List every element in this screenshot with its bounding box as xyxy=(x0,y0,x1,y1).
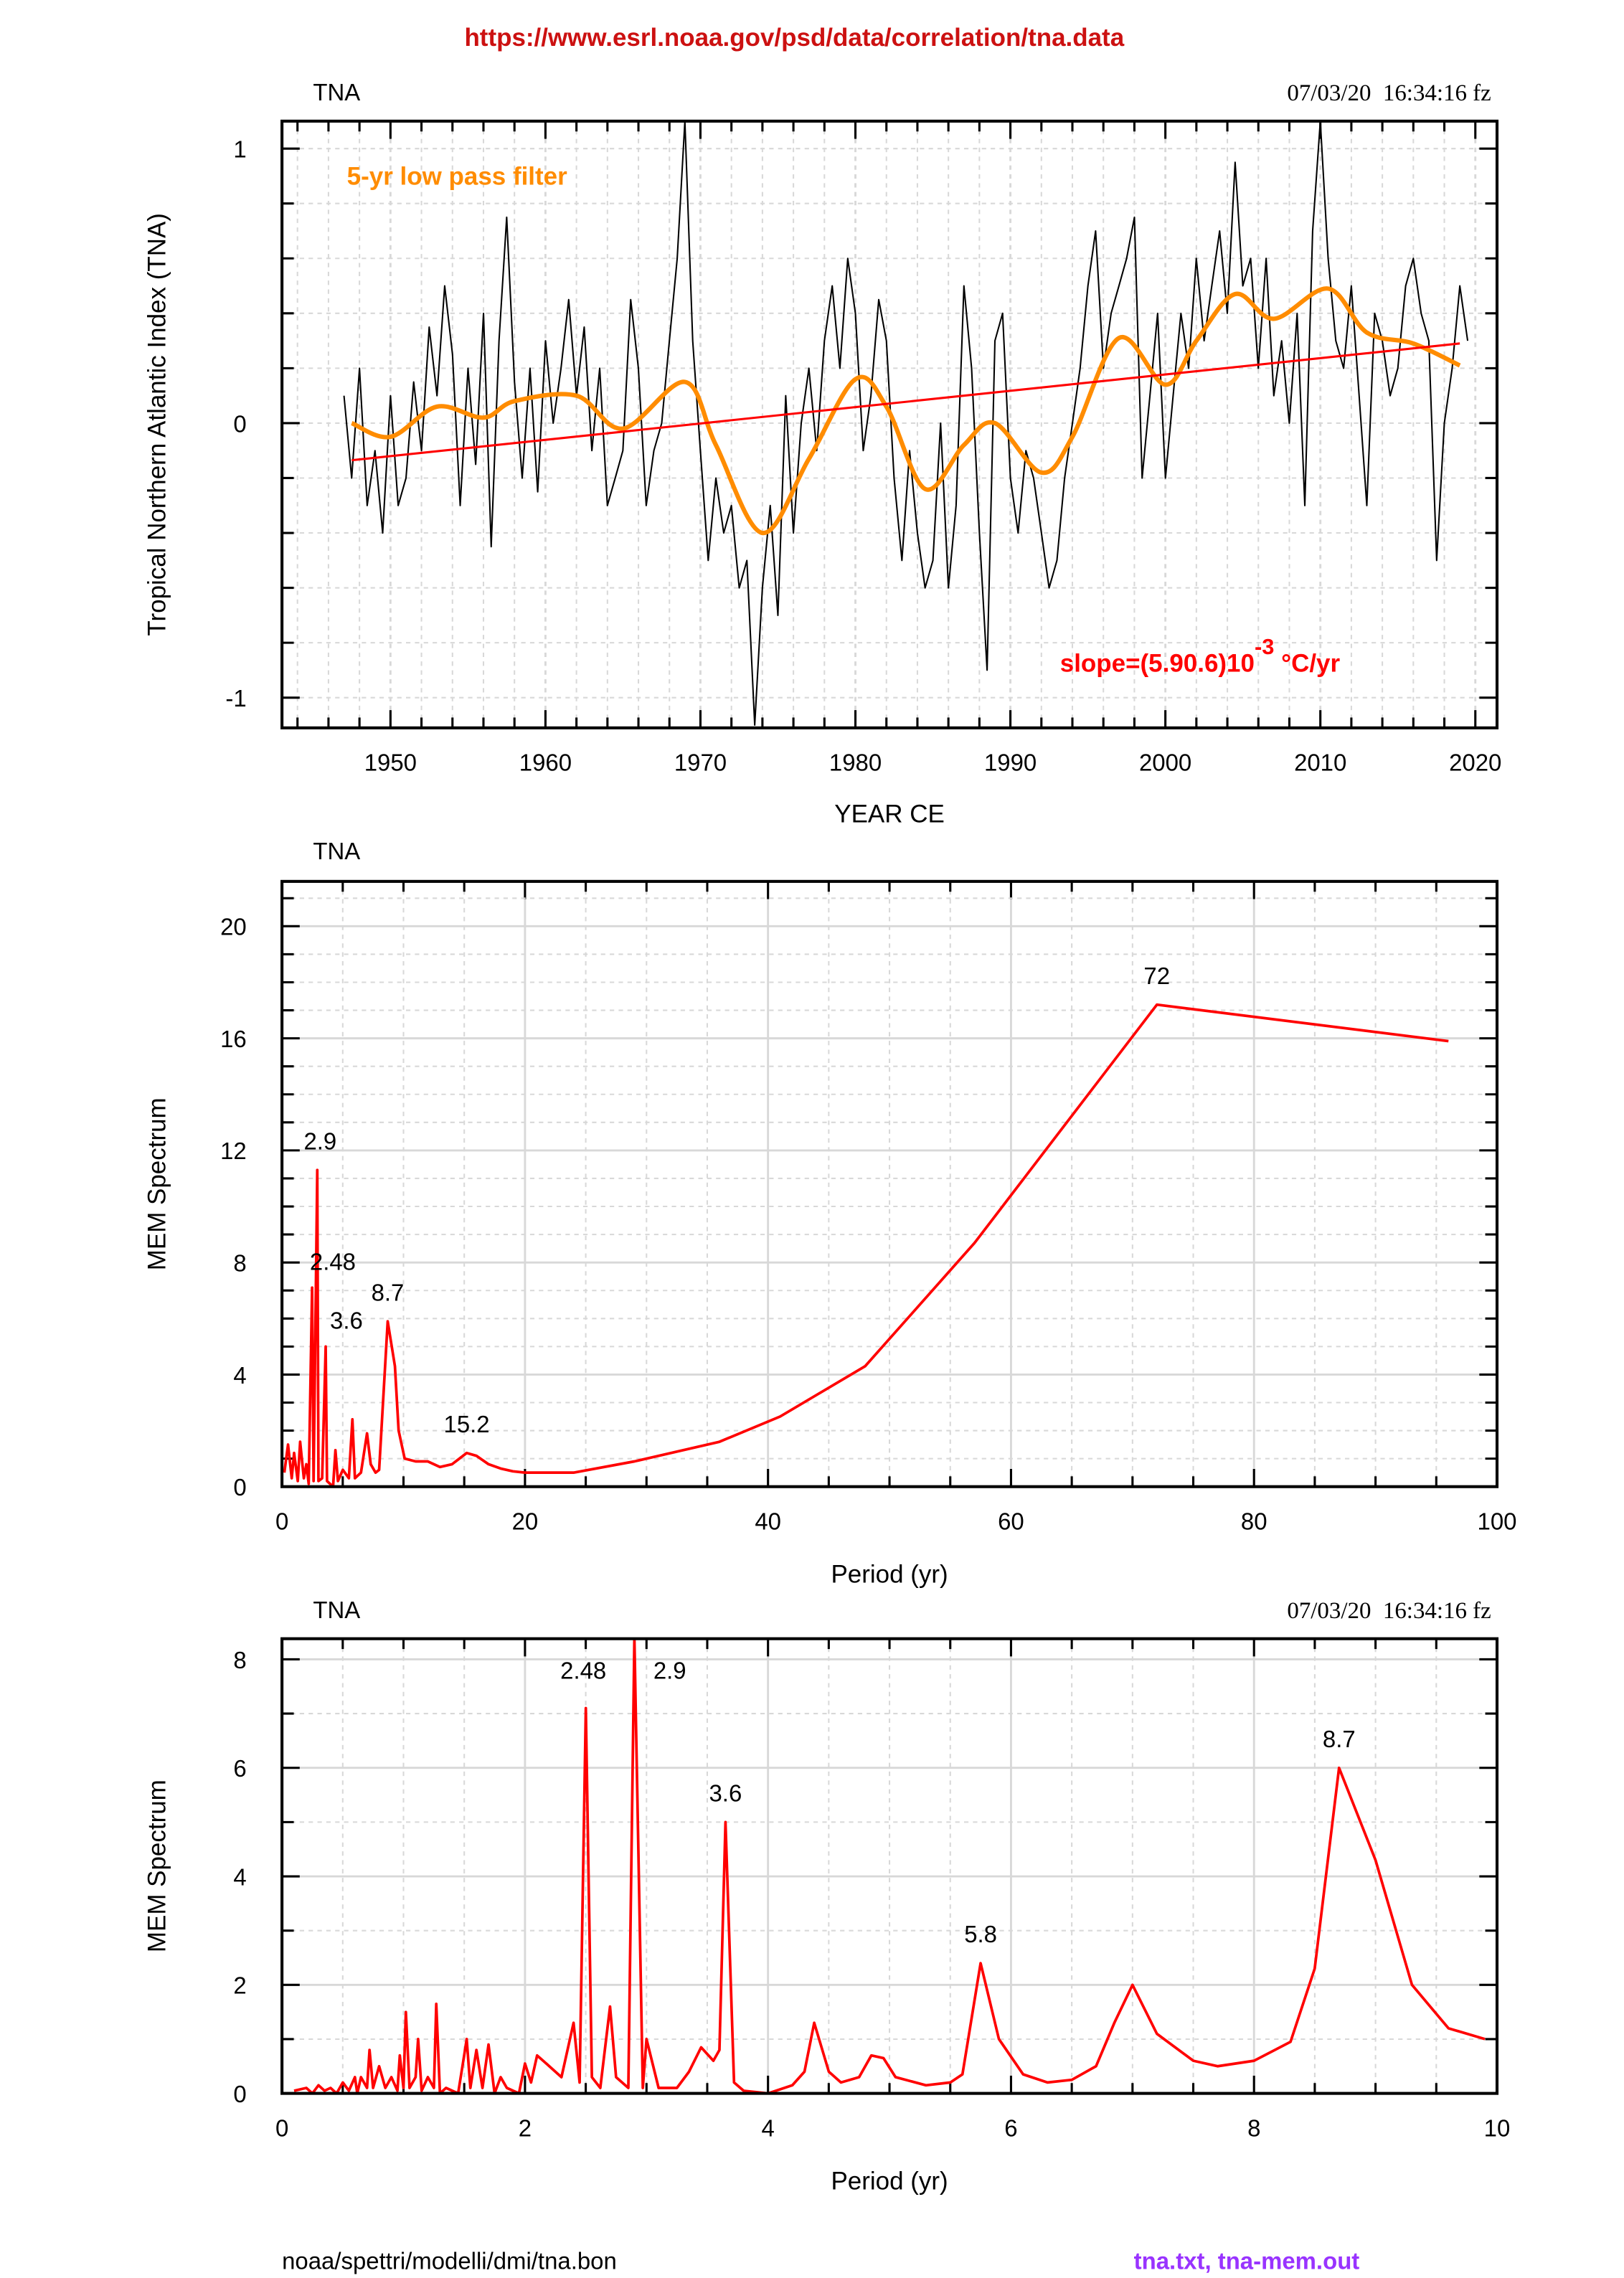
footer-files: tna.txt, tna-mem.out xyxy=(1134,2248,1360,2274)
peak-label: 72 xyxy=(1143,963,1170,989)
y-axis-label: MEM Spectrum xyxy=(143,1097,171,1270)
peak-label: 2.9 xyxy=(653,1657,686,1683)
peak-label: 2.9 xyxy=(303,1128,336,1154)
raw-series-line xyxy=(343,120,1469,726)
data-layer xyxy=(283,1003,1449,1487)
x-tick-label: 80 xyxy=(1241,1508,1267,1534)
y-tick-label: 12 xyxy=(220,1138,247,1164)
y-tick-label: 16 xyxy=(220,1026,247,1052)
y-tick-label: 8 xyxy=(233,1250,246,1277)
x-tick-label: 4 xyxy=(762,2114,775,2141)
lowpass-label: 5-yr low pass filter xyxy=(347,162,567,190)
footer-path: noaa/spettri/modelli/dmi/tna.bon xyxy=(282,2248,617,2274)
x-tick-label: 2 xyxy=(519,2114,532,2141)
plot-frame xyxy=(280,879,1499,1488)
y-tick-label: 0 xyxy=(233,410,246,437)
x-tick-label: 20 xyxy=(512,1508,539,1534)
mem-spectrum-plot-zoom: 0 2 4 6 8 10 0 2 4 6 8 TNA Period (yr) MEM Spectrum 2.… xyxy=(143,1597,1511,2196)
plot-title: TNA xyxy=(313,79,360,105)
timestamp-top: 07/03/20 16:34:16 fz xyxy=(1287,80,1491,106)
x-axis-label: Period (yr) xyxy=(831,2167,948,2195)
x-tick-label: 0 xyxy=(275,2114,288,2141)
y-tick-label: 6 xyxy=(233,1755,246,1782)
peak-label: 3.6 xyxy=(709,1780,742,1807)
y-tick-label: 1 xyxy=(233,136,246,163)
peak-label: 8.7 xyxy=(1323,1726,1356,1752)
y-tick-label: 20 xyxy=(220,914,247,940)
slope-unit: °C/yr xyxy=(1274,650,1340,678)
plot-frame xyxy=(280,1637,1499,2095)
data-layer xyxy=(343,120,1469,726)
x-tick-label: 1950 xyxy=(364,749,417,775)
y-tick-label: 0 xyxy=(233,2081,246,2107)
y-tick-label: 2 xyxy=(233,1972,246,1999)
x-tick-label: 40 xyxy=(755,1508,781,1534)
spectrum-line xyxy=(283,1003,1449,1487)
peak-label: 5.8 xyxy=(964,1921,997,1947)
data-layer xyxy=(293,1638,1486,2094)
y-axis-label: MEM Spectrum xyxy=(143,1780,171,1952)
y-tick-label: -1 xyxy=(225,685,246,712)
slope-exponent: -3 xyxy=(1255,634,1274,659)
plot-title: TNA xyxy=(313,1597,360,1623)
slope-label: slope=(5.90.6)10-3 °C/yr xyxy=(1060,634,1341,678)
y-tick-label: 8 xyxy=(233,1647,246,1673)
trend-line xyxy=(351,342,1460,462)
spectrum-line xyxy=(293,1638,1486,2094)
peak-label: 3.6 xyxy=(330,1308,363,1334)
x-axis-label: Period (yr) xyxy=(831,1560,948,1588)
lowpass-line xyxy=(351,286,1461,536)
source-url: https://www.esrl.noaa.gov/psd/data/corre… xyxy=(464,24,1124,52)
tna-timeseries-plot: 1950 1960 1970 1980 1990 2000 2010 2020 -1 0 1 TNA Y… xyxy=(143,79,1502,828)
peak-label: 8.7 xyxy=(372,1279,405,1305)
peak-label: 2.48 xyxy=(310,1249,356,1275)
y-tick-label: 4 xyxy=(233,1362,246,1389)
y-tick-label: 0 xyxy=(233,1474,246,1500)
x-tick-label: 6 xyxy=(1004,2114,1017,2141)
x-tick-label: 1990 xyxy=(984,749,1037,775)
x-tick-label: 10 xyxy=(1484,2114,1511,2141)
timestamp-bottom: 07/03/20 16:34:16 fz xyxy=(1287,1598,1491,1624)
x-tick-label: 0 xyxy=(275,1508,288,1534)
plot-title: TNA xyxy=(313,838,360,864)
x-tick-label: 8 xyxy=(1247,2114,1260,2141)
x-tick-label: 2020 xyxy=(1449,749,1501,775)
x-tick-label: 60 xyxy=(998,1508,1024,1534)
x-tick-label: 2010 xyxy=(1294,749,1346,775)
x-axis-label: YEAR CE xyxy=(834,800,945,828)
mem-spectrum-plot-full: 0 20 40 60 80 100 0 4 8 12 16 20 TNA Period (yr) MEM S… xyxy=(143,838,1517,1589)
plot-frame xyxy=(280,119,1499,729)
x-tick-label: 1970 xyxy=(674,749,727,775)
peak-label: 15.2 xyxy=(444,1411,490,1437)
x-tick-label: 100 xyxy=(1478,1508,1517,1534)
x-tick-label: 2000 xyxy=(1139,749,1191,775)
slope-value: slope=(5.90.6)10 xyxy=(1060,650,1255,678)
x-tick-label: 1980 xyxy=(829,749,882,775)
peak-label: 2.48 xyxy=(560,1657,606,1683)
y-tick-label: 4 xyxy=(233,1863,246,1890)
y-axis-label: Tropical Northern Atlantic Index (TNA) xyxy=(143,213,171,636)
x-tick-label: 1960 xyxy=(519,749,572,775)
